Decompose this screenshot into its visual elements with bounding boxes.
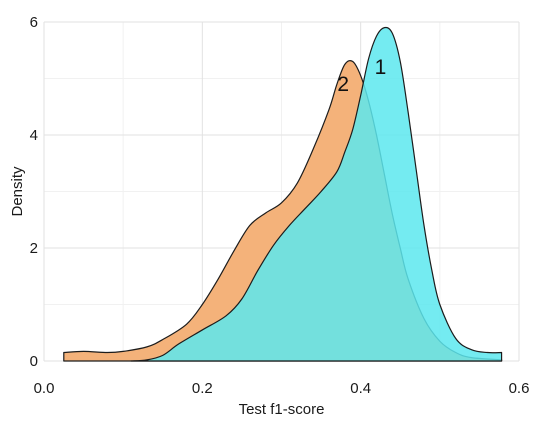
x-tick-label: 0.0 — [34, 380, 55, 397]
y-tick-label: 2 — [30, 240, 38, 257]
x-axis-label: Test f1-score — [239, 401, 325, 418]
y-tick-label: 6 — [30, 14, 38, 31]
y-tick-label: 4 — [30, 127, 38, 144]
density-area-series-1 — [130, 26, 503, 362]
series-labels: 21 — [337, 56, 386, 96]
y-tick-label: 0 — [30, 353, 38, 370]
y-axis-label: Density — [9, 166, 26, 217]
x-tick-label: 0.6 — [509, 380, 530, 397]
series-label-2: 2 — [337, 73, 349, 96]
x-tick-label: 0.4 — [350, 380, 371, 397]
x-tick-label: 0.2 — [192, 380, 213, 397]
density-areas — [63, 26, 503, 362]
series-label-1: 1 — [375, 56, 387, 79]
tick-labels: 0.0 0.2 0.4 0.6 0 2 4 6 — [30, 14, 530, 397]
